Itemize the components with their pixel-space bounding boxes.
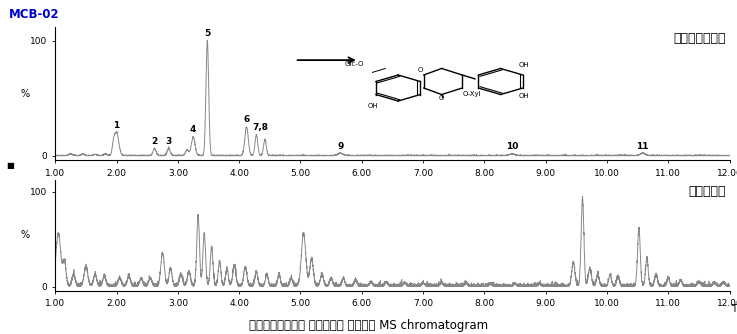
Text: 2: 2 (152, 137, 158, 146)
Text: %: % (21, 89, 29, 99)
Text: 1: 1 (113, 121, 119, 130)
Text: 9: 9 (337, 142, 343, 151)
Text: 참빗살나무: 참빗살나무 (689, 185, 726, 198)
Text: 11: 11 (636, 142, 649, 151)
Text: 3: 3 (166, 137, 172, 146)
Text: 5: 5 (204, 29, 211, 38)
Text: 무늬참빗살나무: 무늬참빗살나무 (674, 32, 726, 45)
Text: ■: ■ (6, 161, 14, 170)
Text: MCB-02: MCB-02 (9, 8, 60, 21)
Text: %: % (21, 230, 29, 240)
Text: 6: 6 (243, 115, 250, 124)
Text: 7,8: 7,8 (253, 123, 269, 132)
Text: 10: 10 (506, 142, 518, 151)
Text: Time: Time (731, 304, 737, 314)
Text: 4: 4 (190, 125, 196, 134)
Text: 무늬참빗살나무와 참빗살나무 지상부의 MS chromatogram: 무늬참빗살나무와 참빗살나무 지상부의 MS chromatogram (249, 319, 488, 332)
